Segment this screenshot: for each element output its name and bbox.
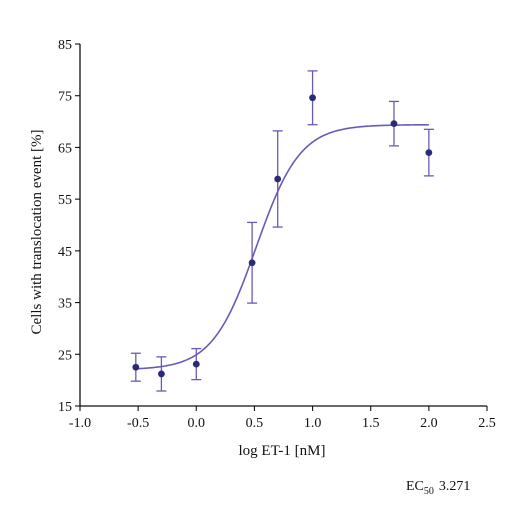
y-axis-title: Cells with translocation event [%] (29, 130, 45, 335)
data-points-layer (130, 70, 434, 392)
data-point-5 (272, 130, 283, 228)
y-tick-label: 65 (58, 141, 72, 156)
y-tick-label: 15 (58, 400, 72, 415)
data-point-6 (307, 70, 318, 126)
point-marker (192, 360, 200, 368)
y-tick-label: 45 (58, 245, 72, 260)
data-point-4 (247, 221, 258, 304)
ec50-annotation: EC50 3.271 (406, 479, 470, 497)
ec50-subscript: 50 (424, 486, 434, 497)
data-point-3 (191, 347, 202, 381)
point-marker (425, 149, 433, 157)
y-tick-label: 35 (58, 297, 72, 312)
x-tick-label: 1.0 (304, 416, 322, 431)
point-marker (274, 175, 282, 183)
ec50-value: 3.271 (439, 479, 471, 494)
x-tick-label: -0.5 (127, 416, 149, 431)
x-tick-label: 2.0 (420, 416, 438, 431)
point-marker (390, 120, 398, 128)
x-tick-label: -1.0 (69, 416, 91, 431)
x-axis-title: log ET-1 [nM] (239, 443, 326, 459)
x-tick-label: 2.5 (478, 416, 496, 431)
x-tick-label: 1.5 (362, 416, 380, 431)
point-marker (248, 259, 256, 267)
x-tick-label: 0.0 (188, 416, 206, 431)
y-tick-label: 55 (58, 193, 72, 208)
y-tick-label: 75 (58, 90, 72, 105)
ec50-prefix: EC (406, 479, 424, 494)
data-point-1 (130, 352, 141, 382)
data-point-7 (388, 100, 399, 147)
x-tick-label: 0.5 (246, 416, 264, 431)
axes-layer: 15 25 35 45 55 65 75 85 -1.0 -0.5 0.0 0.5 1.0 1.5 2.0 2… (58, 38, 496, 431)
data-point-8 (423, 128, 434, 177)
fit-curve (135, 123, 429, 370)
point-marker (309, 94, 316, 102)
point-marker (158, 370, 165, 378)
y-tick-label: 25 (58, 348, 72, 363)
point-marker (132, 363, 140, 371)
fit-curve-layer (135, 123, 429, 370)
data-point-2 (156, 356, 167, 392)
y-tick-label: 85 (58, 38, 72, 53)
